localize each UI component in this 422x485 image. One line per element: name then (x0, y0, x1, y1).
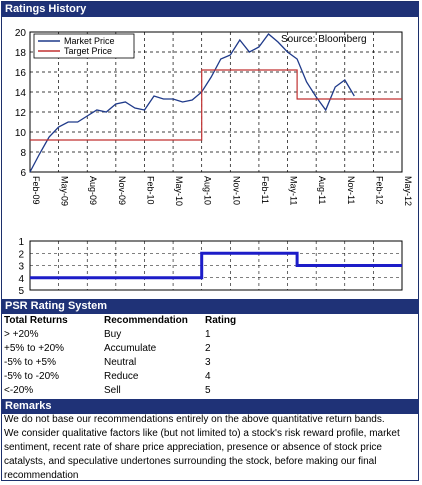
x-tick-label: Feb-11 (260, 176, 270, 204)
psr-row: +5% to +20% Accumulate 2 (4, 342, 414, 355)
psr-rating-cell: 5 (205, 385, 211, 396)
psr-recommendation-cell: Neutral (104, 357, 137, 368)
remarks-line-2: We consider qualitative factors like (bu… (4, 428, 400, 481)
psr-row: -5% to +5% Neutral 3 (4, 356, 414, 369)
psr-return-cell: <-20% (4, 385, 34, 396)
rating-chart: 12 345 (18, 238, 403, 297)
psr-return-cell: -5% to -20% (4, 371, 60, 382)
psr-row: <-20% Sell 5 (4, 384, 414, 397)
remarks-line-1: We do not base our recommendations entir… (4, 414, 385, 425)
y-tick-label: 6 (20, 168, 26, 179)
x-tick-label: May-10 (174, 176, 184, 206)
psr-row: > +20% Buy 1 (4, 328, 414, 341)
ratings-history-header: Ratings History (1, 2, 419, 17)
psr-rating-cell: 3 (205, 357, 211, 368)
y-tick-label: 8 (20, 148, 26, 159)
rating-y-tick-label: 4 (18, 274, 24, 285)
psr-recommendation-cell: Reduce (104, 371, 139, 382)
psr-header-cell: Rating (205, 315, 237, 326)
psr-row: -5% to -20% Reduce 4 (4, 370, 414, 383)
psr-return-cell: > +20% (4, 329, 39, 340)
rating-step-line (30, 251, 402, 280)
market-price-line (29, 33, 355, 173)
rating-y-tick-label: 1 (18, 238, 24, 248)
psr-header-cell: Recommendation (104, 315, 188, 326)
target-price-line (30, 69, 402, 141)
psr-recommendation-cell: Accumulate (104, 343, 157, 354)
legend-target-label: Target Price (64, 46, 112, 56)
x-tick-label: Aug-10 (203, 176, 213, 205)
x-tick-label: Nov-11 (346, 176, 356, 204)
psr-header-row: Total Returns Recommendation Rating (4, 314, 414, 327)
x-tick-label: Aug-09 (88, 176, 98, 205)
psr-recommendation-cell: Buy (104, 329, 122, 340)
psr-rating-cell: 2 (205, 343, 211, 354)
x-tick-label: May-11 (289, 176, 299, 205)
rating-y-tick-label: 2 (18, 249, 24, 260)
y-tick-label: 10 (15, 128, 27, 139)
remarks-text: We do not base our recommendations entir… (4, 413, 416, 483)
x-tick-label: Feb-09 (31, 176, 41, 205)
y-tick-label: 16 (15, 68, 27, 79)
x-tick-label: Aug-11 (317, 176, 327, 204)
remarks-header: Remarks (1, 399, 419, 414)
x-tick-label: Nov-09 (117, 176, 127, 205)
rating-y-tick-label: 3 (18, 262, 24, 273)
rating-y-tick-label: 5 (18, 286, 24, 297)
y-tick-label: 14 (15, 88, 27, 99)
psr-return-cell: +5% to +20% (4, 343, 65, 354)
legend-market-label: Market Price (64, 36, 115, 46)
psr-rating-cell: 1 (205, 329, 211, 340)
psr-return-cell: -5% to +5% (4, 357, 56, 368)
source-label: Source: Bloomberg (281, 34, 367, 45)
psr-rating-system-header: PSR Rating System (1, 299, 419, 314)
price-chart: 6 8 10 12 14 16 18 20 Feb-09 May-09 Aug-09 Nov-09 Fe… (15, 28, 413, 206)
legend-box (33, 33, 135, 59)
psr-recommendation-cell: Sell (104, 385, 121, 396)
y-tick-label: 12 (15, 108, 27, 119)
y-tick-label: 18 (15, 48, 27, 59)
psr-header-cell: Total Returns (4, 315, 68, 326)
psr-rating-cell: 4 (205, 371, 211, 382)
x-tick-label: Feb-12 (374, 176, 384, 205)
psr-rating-table: Total Returns Recommendation Rating > +20% B… (4, 314, 414, 398)
x-tick-label: May-09 (60, 176, 70, 206)
y-tick-label: 20 (15, 28, 27, 39)
x-tick-label: Nov-10 (231, 176, 241, 205)
x-tick-label: May-12 (403, 176, 413, 206)
x-tick-label: Feb-10 (145, 176, 155, 205)
